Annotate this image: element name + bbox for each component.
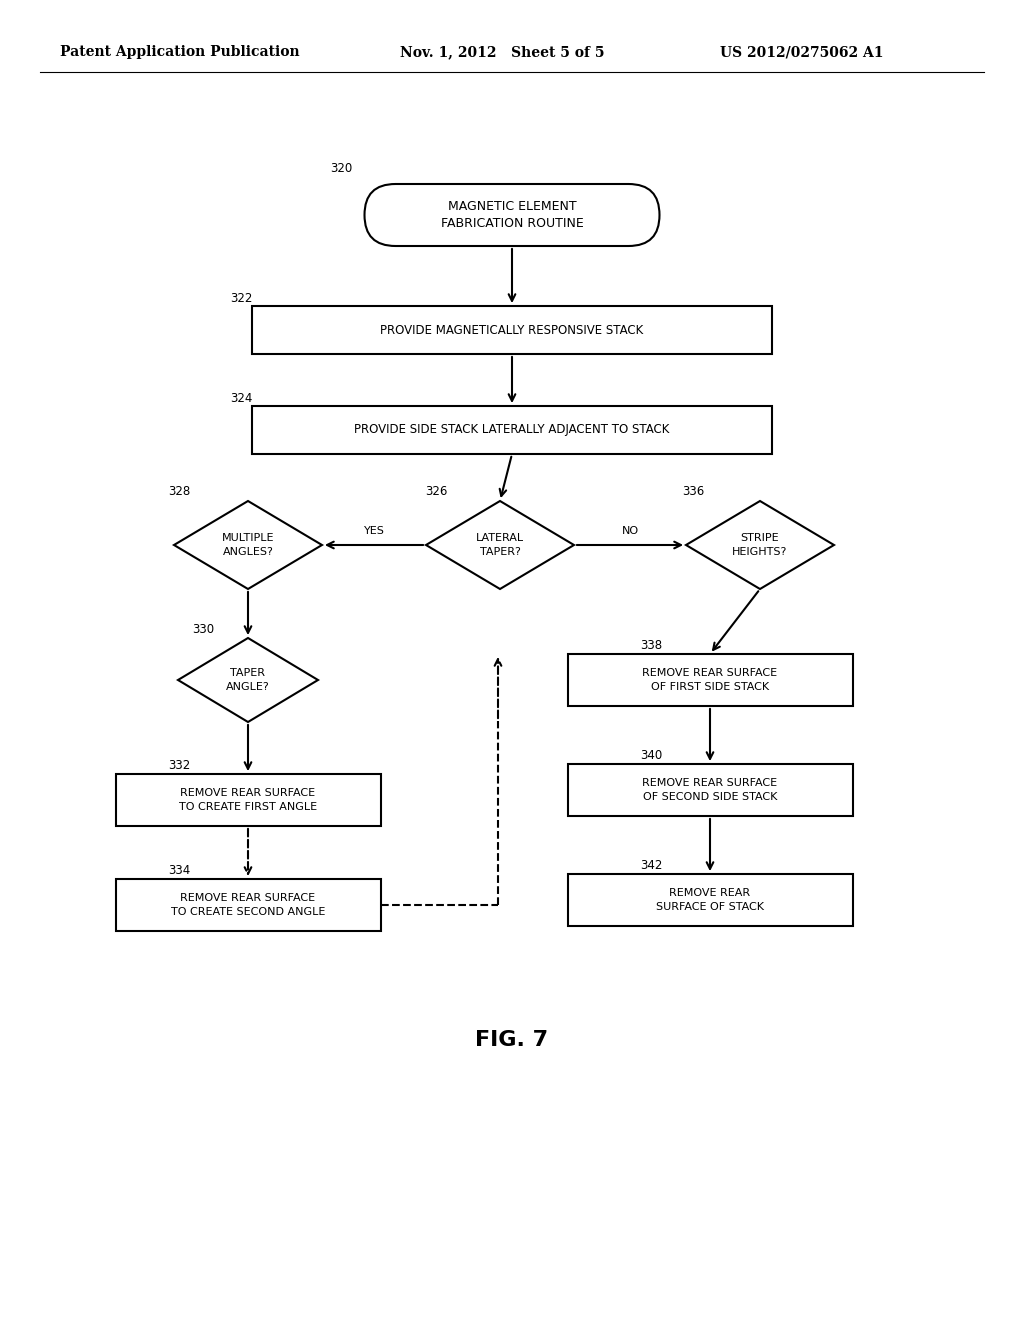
Bar xyxy=(116,879,381,931)
Bar xyxy=(567,764,853,816)
Bar xyxy=(252,407,772,454)
Text: 330: 330 xyxy=(193,623,214,636)
Text: 328: 328 xyxy=(168,484,190,498)
Text: FIG. 7: FIG. 7 xyxy=(475,1030,549,1049)
Polygon shape xyxy=(174,502,322,589)
Text: MAGNETIC ELEMENT
FABRICATION ROUTINE: MAGNETIC ELEMENT FABRICATION ROUTINE xyxy=(440,201,584,230)
Text: 342: 342 xyxy=(640,859,663,873)
FancyBboxPatch shape xyxy=(365,183,659,246)
Polygon shape xyxy=(426,502,574,589)
Text: REMOVE REAR SURFACE
OF FIRST SIDE STACK: REMOVE REAR SURFACE OF FIRST SIDE STACK xyxy=(642,668,777,692)
Text: NO: NO xyxy=(622,525,639,536)
Text: STRIPE
HEIGHTS?: STRIPE HEIGHTS? xyxy=(732,533,787,557)
Text: 326: 326 xyxy=(425,484,447,498)
Text: 324: 324 xyxy=(230,392,252,405)
Text: 340: 340 xyxy=(640,748,663,762)
Text: 320: 320 xyxy=(330,162,352,176)
Bar xyxy=(567,874,853,927)
Text: 334: 334 xyxy=(168,865,190,876)
Text: 332: 332 xyxy=(168,759,190,772)
Text: LATERAL
TAPER?: LATERAL TAPER? xyxy=(476,533,524,557)
Text: REMOVE REAR SURFACE
TO CREATE SECOND ANGLE: REMOVE REAR SURFACE TO CREATE SECOND ANG… xyxy=(171,894,326,916)
Text: TAPER
ANGLE?: TAPER ANGLE? xyxy=(226,668,270,692)
Text: Patent Application Publication: Patent Application Publication xyxy=(60,45,300,59)
Bar xyxy=(567,653,853,706)
Text: REMOVE REAR SURFACE
TO CREATE FIRST ANGLE: REMOVE REAR SURFACE TO CREATE FIRST ANGL… xyxy=(179,788,317,812)
Text: PROVIDE MAGNETICALLY RESPONSIVE STACK: PROVIDE MAGNETICALLY RESPONSIVE STACK xyxy=(380,323,644,337)
Polygon shape xyxy=(686,502,834,589)
Text: 336: 336 xyxy=(682,484,705,498)
Text: YES: YES xyxy=(364,525,384,536)
Text: US 2012/0275062 A1: US 2012/0275062 A1 xyxy=(720,45,884,59)
Polygon shape xyxy=(178,638,318,722)
Text: REMOVE REAR
SURFACE OF STACK: REMOVE REAR SURFACE OF STACK xyxy=(656,888,764,912)
Text: 322: 322 xyxy=(230,292,252,305)
Bar xyxy=(116,774,381,826)
Bar xyxy=(252,306,772,354)
Text: PROVIDE SIDE STACK LATERALLY ADJACENT TO STACK: PROVIDE SIDE STACK LATERALLY ADJACENT TO… xyxy=(354,424,670,437)
Text: MULTIPLE
ANGLES?: MULTIPLE ANGLES? xyxy=(222,533,274,557)
Text: REMOVE REAR SURFACE
OF SECOND SIDE STACK: REMOVE REAR SURFACE OF SECOND SIDE STACK xyxy=(642,779,777,801)
Text: Nov. 1, 2012   Sheet 5 of 5: Nov. 1, 2012 Sheet 5 of 5 xyxy=(400,45,604,59)
Text: 338: 338 xyxy=(640,639,663,652)
